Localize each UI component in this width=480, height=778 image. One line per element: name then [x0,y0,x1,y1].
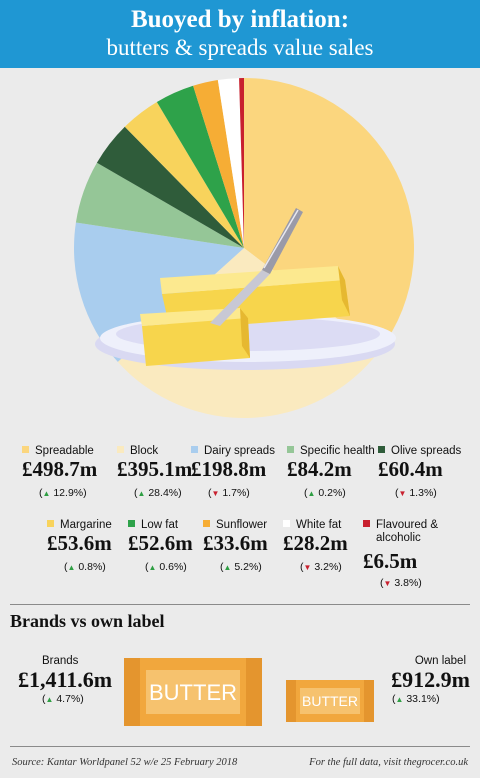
source-note: Source: Kantar Worldpanel 52 w/e 25 Febr… [12,757,238,768]
chart-subtitle: butters & spreads value sales [106,35,374,60]
legend-label: Specific health [287,445,375,458]
pie-slice-olive-spreads [96,126,244,248]
brands-change: (▲ 4.7%) [42,693,84,705]
legend-label: Block [117,445,158,458]
legend-value: £395.1m [117,457,193,481]
up-arrow-icon: ▲ [67,563,76,572]
full-data-link[interactable]: For the full data, visit thegrocer.co.uk [309,757,468,768]
legend-change: (▲ 0.6%) [145,561,187,573]
legend-swatch [287,446,294,453]
footer-divider [10,746,470,747]
pie-slice-flavoured-alcoholic [239,77,244,248]
brands-block: Brands £1,411.6m (▲ 4.7%) [18,655,118,705]
up-arrow-icon: ▲ [45,695,54,704]
legend-label: White fat [283,519,341,532]
legend-swatch [378,446,385,453]
legend-value: £53.6m [47,531,112,555]
section-divider [10,604,470,605]
legend-change: (▼ 3.2%) [300,561,342,573]
legend-swatch [203,520,210,527]
legend-value: £52.6m [128,531,193,555]
down-arrow-icon: ▼ [398,489,407,498]
legend-swatch [128,520,135,527]
legend-label: Dairy spreads [191,445,275,458]
header-banner: Buoyed by inflation: butters & spreads v… [0,0,480,68]
legend-change: (▼ 3.8%) [380,577,422,589]
legend-value: £28.2m [283,531,348,555]
legend-label: Low fat [128,519,178,532]
pie-slice-spreadable [244,78,415,351]
up-arrow-icon: ▲ [307,489,316,498]
legend-swatch [363,520,370,527]
legend-swatch [283,520,290,527]
up-arrow-icon: ▲ [395,695,404,704]
pie-slice-specific-health [75,162,244,248]
legend-value: £84.2m [287,457,352,481]
chart-title: Buoyed by inflation: [130,6,350,33]
up-arrow-icon: ▲ [223,563,232,572]
pie-chart [73,77,415,419]
legend-swatch [22,446,29,453]
legend-change: (▲ 28.4%) [134,487,182,499]
legend-value: £198.8m [191,457,267,481]
brands-butter-pack: BUTTER [124,658,262,726]
legend-label: Margarine [47,519,112,532]
own-label-change: (▲ 33.1%) [392,693,440,705]
legend-change: (▲ 0.8%) [64,561,106,573]
legend-value: £498.7m [22,457,98,481]
legend-change: (▼ 1.7%) [208,487,250,499]
legend-change: (▲ 12.9%) [39,487,87,499]
own-label-value: £912.9m [391,667,470,692]
legend-label: Flavoured & alcoholic [363,519,438,545]
legend-value: £60.4m [378,457,443,481]
legend-change: (▲ 5.2%) [220,561,262,573]
pie-slice-margarine [124,102,244,248]
up-arrow-icon: ▲ [148,563,157,572]
pie-slice-low-fat [156,85,244,248]
down-arrow-icon: ▼ [211,489,220,498]
down-arrow-icon: ▼ [303,563,312,572]
legend-value: £33.6m [203,531,268,555]
brands-label: Brands [42,655,79,667]
legend-label: Spreadable [22,445,94,458]
brands-pack-label: BUTTER [149,680,237,705]
butter-dish-illustration [95,208,396,370]
own-label-label: Own label [414,655,466,667]
legend-swatch [191,446,198,453]
legend-label: Olive spreads [378,445,461,458]
legend-swatch [47,520,54,527]
legend-change: (▲ 0.2%) [304,487,346,499]
legend-swatch [117,446,124,453]
legend-value: £6.5m [363,549,418,573]
down-arrow-icon: ▼ [383,579,392,588]
own-label-butter-pack: BUTTER [286,680,374,722]
legend-label: Sunflower [203,519,267,532]
brands-value: £1,411.6m [18,667,113,692]
section-title: Brands vs own label [10,611,165,631]
up-arrow-icon: ▲ [137,489,146,498]
pie-slice-sunflower [193,80,244,248]
own-label-block: Own label £912.9m (▲ 33.1%) [378,655,470,705]
own-label-pack-label: BUTTER [302,693,358,709]
pie-slice-white-fat [217,78,244,248]
up-arrow-icon: ▲ [42,489,51,498]
legend-change: (▼ 1.3%) [395,487,437,499]
